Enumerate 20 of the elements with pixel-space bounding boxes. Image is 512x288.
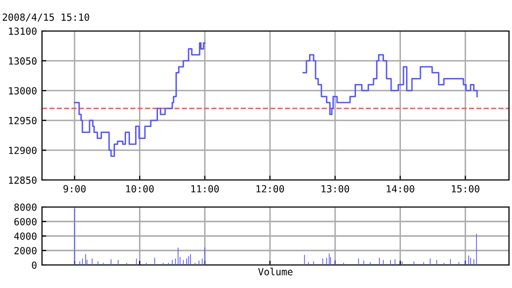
y-tick-label: 12900 [9,146,37,154]
x-tick-label: 11:00 [191,185,219,192]
y-tick-label: 2000 [14,247,37,254]
y-tick-label: 0 [32,262,37,269]
x-tick-label: 10:00 [126,185,154,192]
x-tick-label: 15:00 [452,185,480,192]
y-tick-label: 8000 [14,204,37,211]
y-tick-label: 4000 [14,232,37,240]
y-tick-label: 12950 [9,116,37,124]
x-tick-label: 13:00 [322,185,350,192]
chart-subtitle: 2008/4/15 15:10 [2,13,90,22]
y-tick-label: 13050 [9,57,37,65]
x-tick-label: 9:00 [63,185,86,192]
y-tick-label: 12850 [9,176,37,184]
x-axis-title: Volume [258,268,292,276]
y-tick-label: 6000 [14,218,37,226]
y-tick-label: 13000 [9,87,37,94]
x-tick-label: 14:00 [386,185,414,192]
x-tick-label: 12:00 [256,185,284,192]
y-tick-label: 13100 [9,28,37,35]
